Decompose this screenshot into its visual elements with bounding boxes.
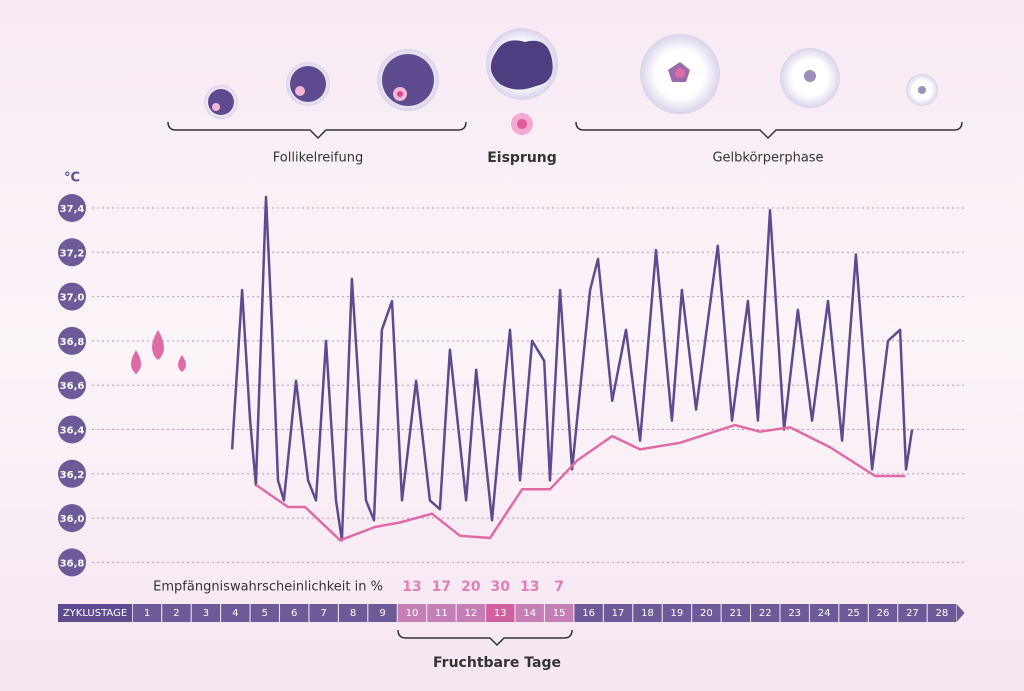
cycle-day-cell [927, 604, 957, 622]
cycle-day: 16 [582, 608, 595, 619]
probability-label: Empfängniswahrscheinlichkeit in % [153, 580, 383, 595]
probability-value: 7 [554, 579, 564, 595]
cycle-day: 6 [291, 608, 297, 619]
cycle-day-cell [191, 604, 221, 622]
y-tick-badge [58, 282, 86, 311]
cycle-day: 1 [144, 608, 150, 619]
y-tick-badge [58, 504, 86, 533]
cycle-day-cell [751, 604, 780, 622]
cycle-day-cell [809, 604, 839, 622]
cycle-day: 22 [759, 608, 772, 619]
cycle-day-cell [338, 604, 368, 622]
y-tick-label: 37,4 [60, 204, 85, 215]
cycle-day: 12 [464, 608, 477, 619]
cycle-day-cell [368, 604, 397, 622]
phase-brackets [167, 121, 963, 647]
cycle-day: 19 [671, 608, 684, 619]
cycle-label-box [58, 604, 132, 622]
y-tick-label: 36,8 [60, 337, 85, 348]
cycle-day-cell [839, 604, 868, 622]
cell-icons [204, 28, 938, 135]
y-tick-label: 36,8 [60, 558, 85, 569]
cycle-day-cell [132, 604, 162, 622]
y-tick-label: 36,0 [60, 514, 85, 525]
cycle-day: 5 [262, 608, 268, 619]
cycle-day-cell [456, 604, 486, 622]
y-tick-label: 36,2 [60, 470, 85, 481]
cycle-day: 13 [494, 608, 507, 619]
y-tick-badge [58, 238, 86, 267]
temperature-line [255, 423, 906, 542]
phase-label: Eisprung [487, 150, 557, 166]
y-tick-badge [58, 548, 86, 577]
cycle-day-cell [544, 604, 574, 622]
cycle-day-cell [721, 604, 751, 622]
y-tick-badge [58, 415, 86, 444]
phase-label: Follikelreifung [273, 151, 363, 166]
drops [131, 330, 186, 374]
probability-value: 13 [520, 579, 539, 595]
phase-label: Gelbkörperphase [712, 151, 823, 166]
cycle-day-cell [868, 604, 898, 622]
cycle-day-cell [250, 604, 279, 622]
cycle-day: 21 [729, 608, 742, 619]
cycle-day: 26 [877, 608, 890, 619]
y-tick-badge [58, 371, 86, 400]
cycle-day: 28 [936, 608, 949, 619]
cycle-day-cell [427, 604, 456, 622]
y-unit: °C [64, 171, 80, 186]
probability-value: 17 [432, 579, 451, 595]
cycle-day: 17 [612, 608, 625, 619]
cycle-day-cell [486, 604, 515, 622]
y-tick-label: 37,0 [60, 293, 85, 304]
y-tick-label: 37,2 [60, 248, 85, 259]
cycle-day-cell [397, 604, 427, 622]
cycle-day: 9 [379, 608, 385, 619]
probability-value: 30 [491, 579, 511, 595]
temperature-line [230, 195, 914, 542]
cycle-day-cell [692, 604, 721, 622]
cycle-day-cell [309, 604, 338, 622]
cycle-day: 3 [203, 608, 209, 619]
cycle-day-cell [162, 604, 191, 622]
y-tick-badge [58, 194, 86, 222]
cycle-day-cell [898, 604, 927, 622]
cycle-day-cell [603, 604, 633, 622]
probability-value: 13 [402, 579, 421, 595]
cycle-day-cell [574, 604, 603, 622]
cycle-day: 20 [700, 608, 713, 619]
cycle-day: 25 [847, 608, 860, 619]
cycle-day: 23 [788, 608, 801, 619]
cycle-day-cell [280, 604, 309, 622]
cycle-day: 27 [906, 608, 919, 619]
cycle-day: 8 [350, 608, 356, 619]
cycle-day: 11 [435, 608, 448, 619]
fertile-label: Fruchtbare Tage [433, 655, 561, 671]
cycle-day: 18 [641, 608, 654, 619]
cycle-day: 15 [553, 608, 566, 619]
cycle-day-cell [662, 604, 692, 622]
y-tick-badge [58, 459, 86, 488]
y-tick-label: 36,4 [60, 426, 85, 437]
cycle-day: 24 [818, 608, 831, 619]
cycle-day: 14 [523, 608, 536, 619]
y-tick-label: 36,6 [60, 381, 85, 392]
cycle-day: 10 [406, 608, 419, 619]
cycle-day-cell [780, 604, 809, 622]
cycle-day: 7 [320, 608, 326, 619]
cycle-day-cell [515, 604, 544, 622]
cycle-day-cell [633, 604, 662, 622]
y-tick-badge [58, 326, 86, 355]
probability-value: 20 [461, 579, 481, 595]
cycle-day: 2 [173, 608, 179, 619]
cycle-day-cell [221, 604, 250, 622]
cycle-label: ZYKLUSTAGE [63, 608, 127, 619]
cycle-day: 4 [232, 608, 238, 619]
cycle-arrow [956, 604, 965, 622]
